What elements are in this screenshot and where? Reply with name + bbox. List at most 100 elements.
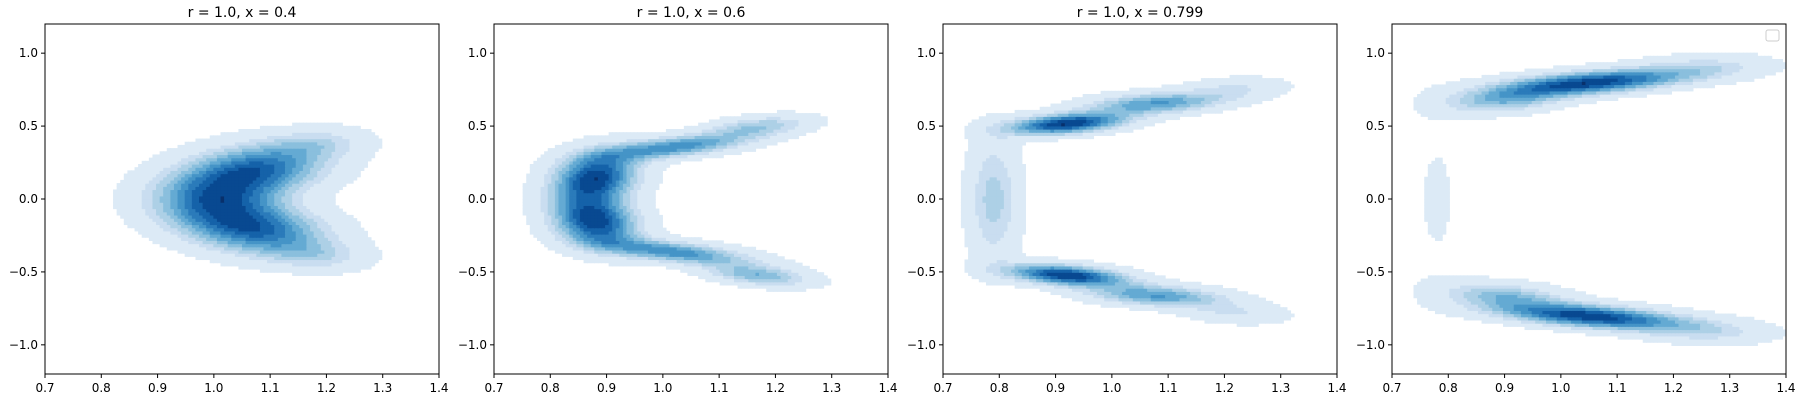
density-cell xyxy=(633,154,638,159)
density-cell xyxy=(252,144,257,149)
density-cell xyxy=(245,173,250,178)
density-cell xyxy=(156,221,161,226)
density-cell xyxy=(762,122,767,127)
density-cell xyxy=(302,151,308,156)
density-cell xyxy=(594,221,599,226)
density-cell xyxy=(594,179,599,184)
density-cell xyxy=(349,129,354,133)
density-cell xyxy=(733,269,739,273)
density-cell xyxy=(605,199,610,203)
density-cell xyxy=(773,262,778,267)
density-cell xyxy=(245,148,250,152)
density-cell xyxy=(569,189,574,194)
density-cell xyxy=(191,253,197,257)
density-cell xyxy=(292,202,297,206)
density-cell xyxy=(572,224,577,229)
density-cell xyxy=(733,148,739,152)
density-cell xyxy=(583,218,588,222)
density-cell xyxy=(295,144,300,149)
density-cell xyxy=(327,246,333,251)
density-cell xyxy=(759,269,764,273)
density-cell xyxy=(242,265,247,270)
density-cell xyxy=(748,262,753,267)
density-cell xyxy=(320,240,325,245)
density-cell xyxy=(245,160,250,165)
density-cell xyxy=(630,234,635,238)
density-cell xyxy=(263,183,268,187)
density-cell xyxy=(687,237,692,241)
density-cell xyxy=(195,154,200,159)
density-cell xyxy=(123,186,128,191)
density-cell xyxy=(335,173,340,178)
density-cell xyxy=(123,208,128,213)
density-cell xyxy=(370,151,376,156)
density-cell xyxy=(658,141,663,146)
density-cell xyxy=(288,230,293,235)
density-cell xyxy=(640,214,646,219)
density-cell xyxy=(163,230,168,235)
density-cell xyxy=(540,240,545,245)
density-cell xyxy=(562,186,567,191)
density-cell xyxy=(626,151,631,156)
density-cell xyxy=(295,214,300,219)
density-cell xyxy=(601,218,606,222)
density-cell xyxy=(166,208,171,213)
density-cell xyxy=(220,256,225,261)
density-cell xyxy=(177,224,182,229)
density-cell xyxy=(252,195,257,200)
density-cell xyxy=(562,218,567,222)
density-cell xyxy=(213,230,218,235)
density-cell xyxy=(331,186,336,191)
density-cell xyxy=(665,160,671,165)
density-cell xyxy=(242,164,247,168)
density-cell xyxy=(590,234,595,238)
density-cell xyxy=(284,221,290,226)
density-cell xyxy=(213,234,218,238)
density-cell xyxy=(173,164,179,168)
density-cell xyxy=(238,141,243,146)
density-cell xyxy=(288,214,293,219)
density-cell xyxy=(159,227,164,232)
density-cell xyxy=(554,230,560,235)
density-cell xyxy=(558,151,563,156)
density-cell xyxy=(349,214,354,219)
density-cell xyxy=(249,132,254,136)
density-cell xyxy=(284,176,290,181)
density-cell xyxy=(292,179,297,184)
density-cell xyxy=(587,154,592,159)
density-cell xyxy=(249,129,254,133)
density-cell xyxy=(544,211,549,216)
density-cell xyxy=(252,157,257,162)
density-cell xyxy=(551,160,556,165)
density-cell xyxy=(529,179,534,184)
density-cell xyxy=(587,237,592,241)
density-cell xyxy=(313,262,318,267)
density-cell xyxy=(773,278,778,283)
density-cell xyxy=(536,237,542,241)
density-cell xyxy=(274,189,279,194)
density-cell xyxy=(270,173,275,178)
density-cell xyxy=(587,144,592,149)
density-cell xyxy=(270,141,275,146)
density-cell xyxy=(712,246,717,251)
density-cell xyxy=(209,195,214,200)
density-cell xyxy=(123,211,128,216)
density-cell xyxy=(812,275,817,280)
density-cell xyxy=(648,138,653,143)
density-cell xyxy=(238,208,243,213)
density-cell xyxy=(159,211,164,216)
density-cell xyxy=(234,230,240,235)
density-cell xyxy=(335,234,340,238)
density-cell xyxy=(270,144,275,149)
density-cell xyxy=(209,189,214,194)
density-cell xyxy=(698,144,703,149)
density-cell xyxy=(741,284,746,289)
density-cell xyxy=(605,138,610,143)
density-cell xyxy=(633,151,638,156)
density-cell xyxy=(673,135,678,140)
density-cell xyxy=(170,237,175,241)
density-cell xyxy=(353,144,358,149)
density-cell xyxy=(331,221,336,226)
density-cell xyxy=(166,243,171,248)
density-cell xyxy=(640,167,646,171)
